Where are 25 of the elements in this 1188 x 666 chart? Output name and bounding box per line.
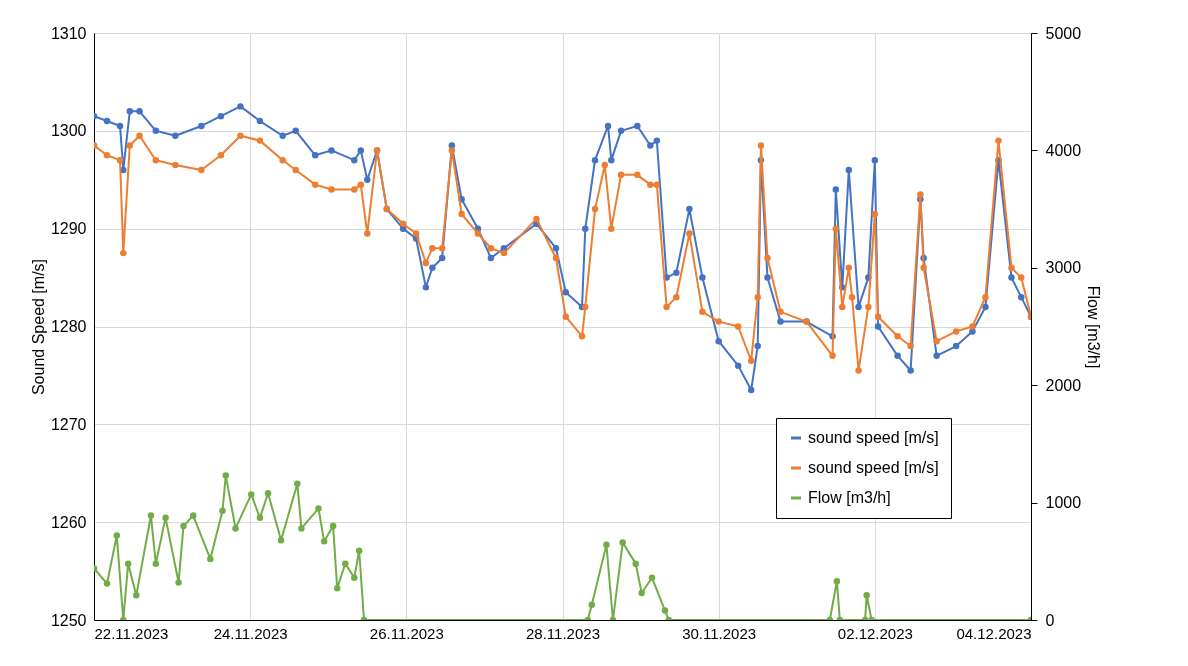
x-tick-label: 24.11.2023 xyxy=(213,624,288,642)
y2-axis-title: Flow [m3/h] xyxy=(1085,285,1103,369)
y-tick-label: 1290 xyxy=(50,220,87,238)
y2-tick-label: 5000 xyxy=(1045,24,1082,42)
y2-tick-label: 2000 xyxy=(1045,376,1082,394)
legend-label: sound speed [m/s] xyxy=(808,459,939,476)
y-tick-label: 1310 xyxy=(50,24,87,42)
x-tick-label: 26.11.2023 xyxy=(369,624,444,642)
y-tick-label: 1270 xyxy=(50,415,87,433)
y2-tick-label: 1000 xyxy=(1045,494,1082,512)
y-tick-label: 1300 xyxy=(50,122,87,140)
y2-tick-label: 4000 xyxy=(1045,141,1082,159)
y-tick-label: 1260 xyxy=(50,513,87,531)
x-tick-label: 22.11.2023 xyxy=(94,624,169,642)
legend-label: Flow [m3/h] xyxy=(808,489,891,506)
y-axis-title: Sound Speed [m/s] xyxy=(29,258,47,396)
x-tick-label: 02.12.2023 xyxy=(837,624,913,642)
y2-tick-label: 0 xyxy=(1045,611,1055,629)
y-tick-label: 1250 xyxy=(50,611,87,629)
y-tick-label: 1280 xyxy=(50,318,87,335)
legend-label: sound speed [m/s] xyxy=(808,429,939,446)
x-tick-label: 30.11.2023 xyxy=(682,624,757,642)
x-tick-label: 04.12.2023 xyxy=(956,624,1032,642)
x-tick-label: 28.11.2023 xyxy=(526,624,600,642)
y2-tick-label: 3000 xyxy=(1045,259,1082,277)
